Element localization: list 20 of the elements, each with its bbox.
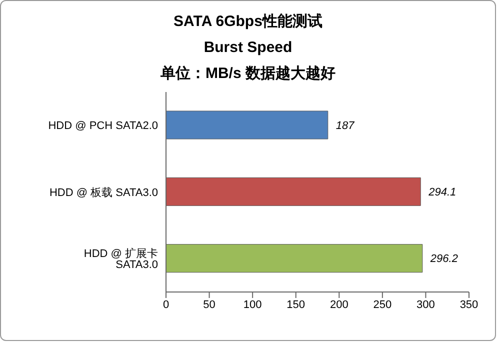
data-label: 294.1 <box>428 186 456 199</box>
x-tick-label: 250 <box>373 298 392 311</box>
chart-title: SATA 6Gbps性能测试 <box>172 12 324 32</box>
data-label: 187 <box>336 120 356 132</box>
x-tick-label: 50 <box>203 298 216 311</box>
chart-subtitle: Burst Speed <box>202 38 294 58</box>
x-tick-label: 300 <box>416 298 435 311</box>
bar <box>166 177 421 206</box>
x-tick-label: 350 <box>460 298 478 311</box>
y-tick-label: HDD @ PCH SATA2.0 <box>48 120 158 132</box>
text: 单位：MB/s 数据越大越好 <box>159 64 336 84</box>
x-tick-label: 150 <box>286 298 306 311</box>
data-label: 296.2 <box>429 253 458 266</box>
x-tick-label: 200 <box>330 298 348 311</box>
x-tick-label: 0 <box>162 298 170 311</box>
bar <box>166 110 328 140</box>
x-tick-label: 100 <box>243 298 262 311</box>
bar <box>166 244 423 273</box>
y-tick-label: HDD @ 扩展卡 SATA3.0 <box>84 247 158 272</box>
y-tick-label: HDD @ 板载 SATA3.0 <box>49 186 158 199</box>
